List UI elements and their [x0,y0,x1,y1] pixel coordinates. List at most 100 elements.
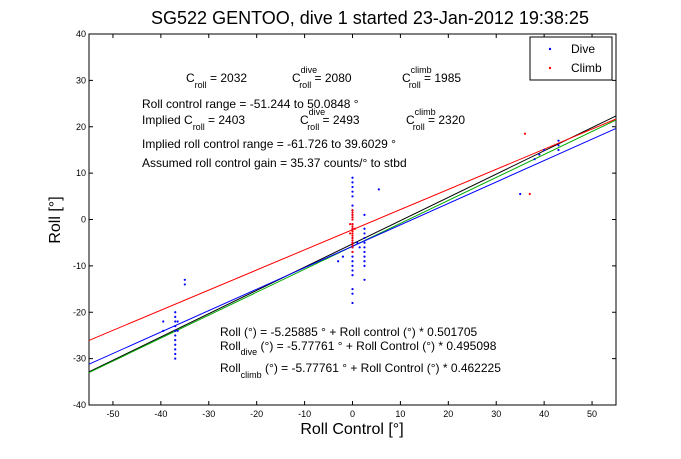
climb-point [351,225,354,228]
dive-point [183,278,186,281]
dive-point [162,320,165,323]
dive-point [174,343,177,346]
annotations: Croll = 2032 Cdive roll = 2080 Cclimb roll… [142,65,501,380]
x-tick-label: 30 [491,409,501,419]
x-tick-label: -30 [202,409,215,419]
annotation-c-dive: Cdive roll = 2080 [292,65,352,90]
annotation-range: Roll control range = -51.244 to 50.0848 … [142,97,359,111]
legend-label-climb: Climb [571,61,602,75]
dive-point [363,250,366,254]
climb-point [351,241,354,244]
x-tick-label: -20 [250,409,263,419]
y-tick-label: 10 [76,168,86,178]
legend-marker-dive [548,47,552,51]
climb-point [351,213,354,216]
climb-point [351,232,354,235]
chart-title: SG522 GENTOO, dive 1 started 23-Jan-2012… [151,8,589,28]
annotation-eq-climb: Rollclimb (°) = -5.77761 ° + Roll Contro… [220,361,501,380]
dive-point [174,357,177,360]
dive-point [174,329,177,332]
dive-point [363,278,366,281]
dive-point [351,260,354,263]
dive-point [351,269,354,272]
climb-point [351,216,354,219]
climb-point [351,229,354,233]
y-tick-label: 0 [81,215,86,225]
dive-point [351,185,354,189]
x-tick-label: -10 [298,409,311,419]
dive-point [538,153,541,156]
y-axis-label: Roll [°] [47,196,64,243]
annotation-implied-climb: Cclimb roll = 2320 [406,107,465,132]
dive-point [183,283,186,286]
y-tick-label: 40 [76,29,86,39]
dive-point [351,190,354,193]
climb-point [349,232,352,235]
dive-point [174,315,177,318]
dive-point [351,176,354,179]
dive-point [176,329,179,332]
dive-point [356,241,359,244]
climb-point [351,239,354,242]
fit-line-0 [88,115,617,373]
annotation-eq-combined: Roll (°) = -5.25885 ° + Roll control (°)… [220,325,478,339]
climb-point [349,223,352,226]
dive-point [351,195,354,198]
x-tick-label: 0 [350,409,355,419]
data-points [162,132,560,360]
dive-point [351,204,354,207]
y-tick-label: 20 [76,122,86,132]
annotation-c-climb: Cclimb roll = 1985 [402,65,461,90]
dive-point [363,213,366,216]
dive-point [557,144,560,147]
climb-point [351,246,354,249]
dive-point [174,338,177,342]
y-tick-label: 30 [76,75,86,85]
dive-point [351,255,354,258]
dive-point [543,148,546,152]
dive-point [363,255,366,258]
dive-point [363,241,366,244]
dive-point [519,192,522,196]
y-tick-label: -40 [73,400,86,410]
dive-point [351,301,354,305]
legend-label-dive: Dive [571,42,595,56]
dive-point [363,227,366,230]
dive-point [557,139,560,142]
climb-point [523,132,527,135]
dive-point [533,158,536,161]
x-tick-label: 40 [539,409,549,419]
x-tick-label: -40 [154,409,167,419]
dive-point [351,264,354,267]
annotation-implied: Implied Croll = 2403 [142,113,245,132]
dive-point [377,188,380,191]
dive-point [351,292,354,295]
dive-point [351,181,354,184]
dive-point [176,320,179,323]
dive-point [174,352,177,356]
dive-point [363,232,366,235]
y-tick-label: -20 [73,307,86,317]
dive-point [174,334,177,337]
climb-point [351,209,354,212]
y-tick-label: -30 [73,354,86,364]
climb-point [351,227,354,230]
x-tick-label: -50 [106,409,119,419]
annotation-implied-range: Implied roll control range = -61.726 to … [142,137,396,151]
dive-point [174,311,177,314]
legend-box [529,36,613,81]
x-tick-label: 20 [443,409,453,419]
climb-point [351,211,354,214]
dive-point [363,260,366,263]
y-tick-label: -10 [73,261,86,271]
dive-point [174,348,177,351]
legend-marker-climb [548,66,552,70]
x-axis-label: Roll Control [°] [300,421,403,438]
climb-point [351,236,354,240]
annotation-c-roll: Croll = 2032 [186,71,247,90]
dive-point [557,148,560,152]
climb-point [353,227,356,230]
climb-point [351,234,354,237]
